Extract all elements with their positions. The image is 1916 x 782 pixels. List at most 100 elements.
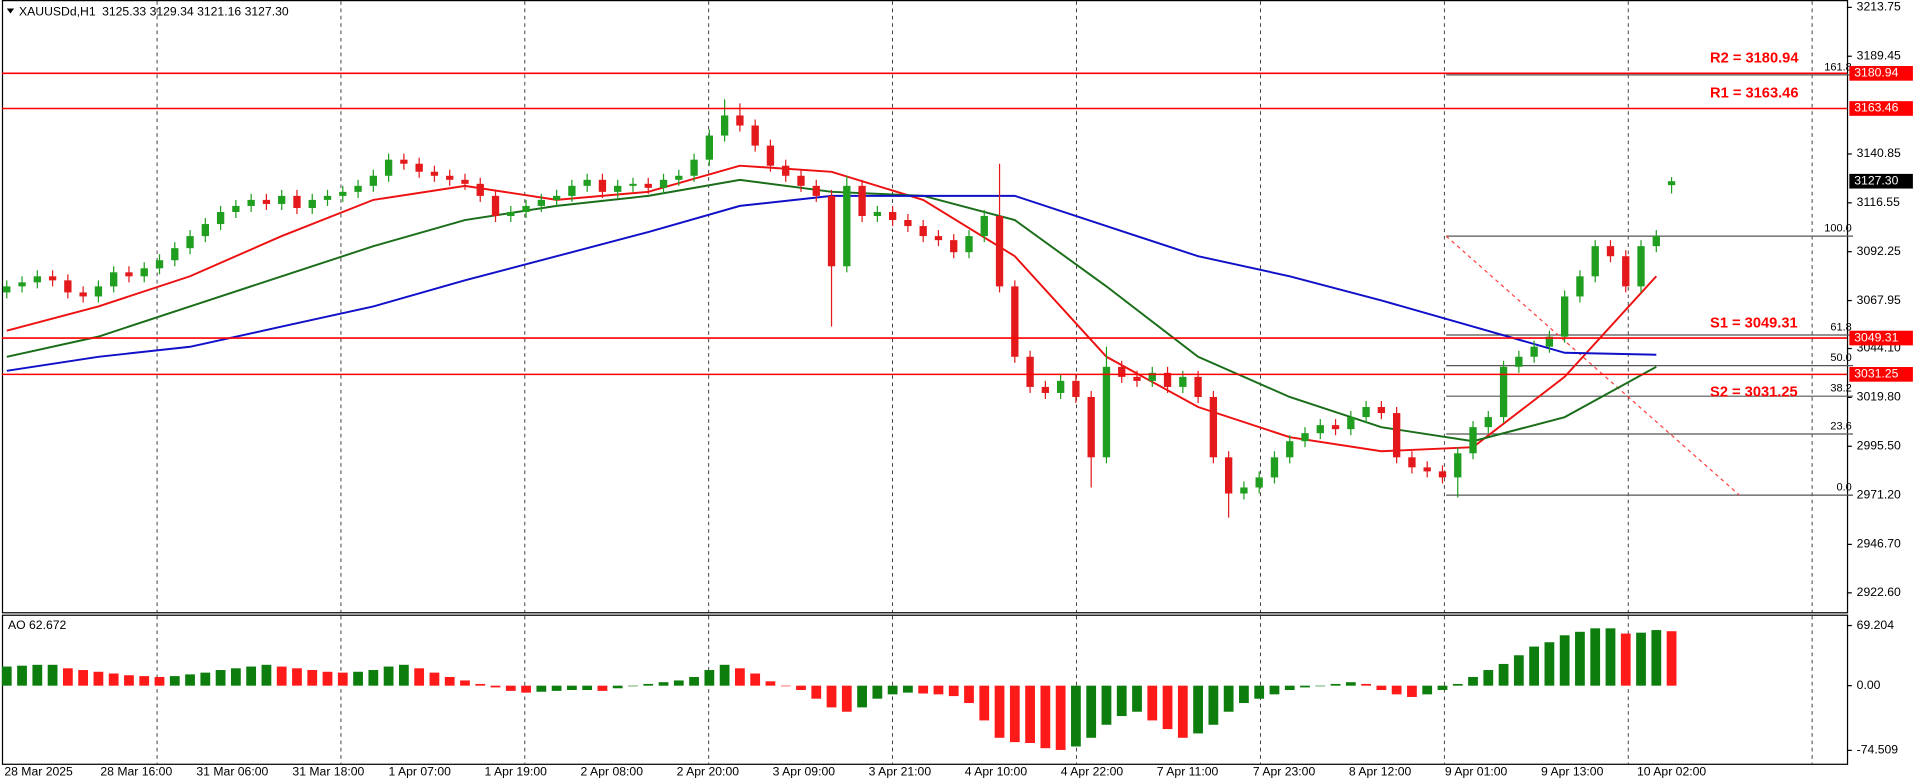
x-tick-label: 8 Apr 12:00 [1349,764,1412,778]
candle-body [598,179,607,192]
candle-body [1560,296,1569,337]
ao-bar [964,685,974,704]
ao-bar [1437,685,1448,691]
ao-bar [292,668,302,686]
candle-body [522,205,530,212]
last-price-box [1849,173,1913,189]
candle-body [1331,425,1340,430]
candle-body [843,185,851,267]
ao-bar [475,683,486,686]
ao-bar [1605,628,1616,686]
level-price: 3163.46 [1854,101,1898,115]
y-tick-label: 0.00 [1857,678,1881,692]
candle-body [1591,246,1599,277]
ao-bar [903,685,913,693]
ao-bar [1407,685,1417,697]
candle-body [797,175,805,186]
ao-bar [1575,631,1585,686]
ao-bar [826,685,837,708]
candle-body [110,272,118,287]
ao-bar [322,671,333,686]
ao-bar [1345,682,1356,686]
candle-body [140,268,148,277]
ao-bar [872,685,883,699]
ao-bar [1300,685,1310,688]
candle-body [64,280,72,293]
candle-body [1286,441,1294,458]
candle-body [48,276,57,281]
candle-body [812,185,820,196]
candle-body [171,248,179,261]
candle-body [1515,356,1523,367]
x-tick-label: 31 Mar 18:00 [292,764,364,778]
candle-body [1072,380,1080,397]
y-tick-label: 3116.55 [1857,195,1900,209]
level-label: S2 = 3031.25 [1710,385,1798,401]
candle-body [155,260,164,269]
candle-body [1102,366,1111,458]
ao-bar [612,685,623,689]
candle-body [400,159,408,164]
candle-body [1056,380,1065,393]
ao-bar [521,685,531,693]
ao-bar [1544,642,1555,686]
ohlc-header: 3125.33 3129.34 3121.16 3127.30 [102,4,289,18]
ao-bar [597,685,608,691]
candle-body [1270,457,1279,478]
level-price-box [1849,101,1913,116]
ao-bar [1208,685,1219,725]
ao-bar [1086,685,1097,738]
ao-bar [1009,685,1020,743]
ao-bar [414,668,425,686]
ao-panel [1,614,1849,765]
y-tick-label: 3213.75 [1857,0,1901,14]
candle-body [1301,433,1309,442]
candle-body [446,175,454,180]
ao-bar [933,685,944,695]
x-tick-label: 2 Apr 08:00 [581,764,644,778]
candle-body [415,163,423,172]
y-tick-label: 2922.60 [1857,585,1901,599]
candle-body [1622,256,1630,287]
candle-body [583,179,591,186]
candle-body [1240,487,1248,494]
x-tick-label: 31 Mar 06:00 [196,764,268,778]
candle-body [950,240,958,253]
level-price: 3031.25 [1854,367,1898,381]
candle-body [1606,246,1615,257]
candle-body [675,175,683,180]
x-tick-label: 1 Apr 07:00 [388,764,451,778]
ao-bar [1071,685,1081,747]
ao-bar [1483,670,1494,686]
ao-bar [124,675,134,686]
candle-body [476,183,484,196]
candle-body [232,205,240,212]
candle-body [1499,366,1508,418]
x-tick-label: 4 Apr 22:00 [1061,764,1124,778]
y-tick-label: 3067.95 [1857,293,1901,307]
fib-label: 161.8 [1824,61,1851,73]
candle-body [1392,413,1401,458]
candle-body [1194,376,1202,397]
candle-body [1423,467,1431,472]
ao-bar [139,676,150,686]
ao-bar [1529,646,1540,686]
candle-body [339,191,347,196]
candle-body [1347,417,1355,430]
candle-body [919,226,927,237]
x-tick-label: 7 Apr 11:00 [1157,764,1219,778]
ao-bar [1025,685,1035,743]
ao-title: AO 62.672 [8,618,67,632]
candle-body [904,220,912,227]
ao-bar [460,680,470,686]
candle-body [461,179,469,184]
ao-bar [429,672,440,686]
ao-bar [353,671,363,686]
ao-bar [1055,685,1066,750]
candle-body [1026,356,1034,387]
ao-bar [337,672,348,686]
ao-bar [567,685,577,691]
ao-bar [368,670,379,686]
candle-body [1576,276,1584,297]
